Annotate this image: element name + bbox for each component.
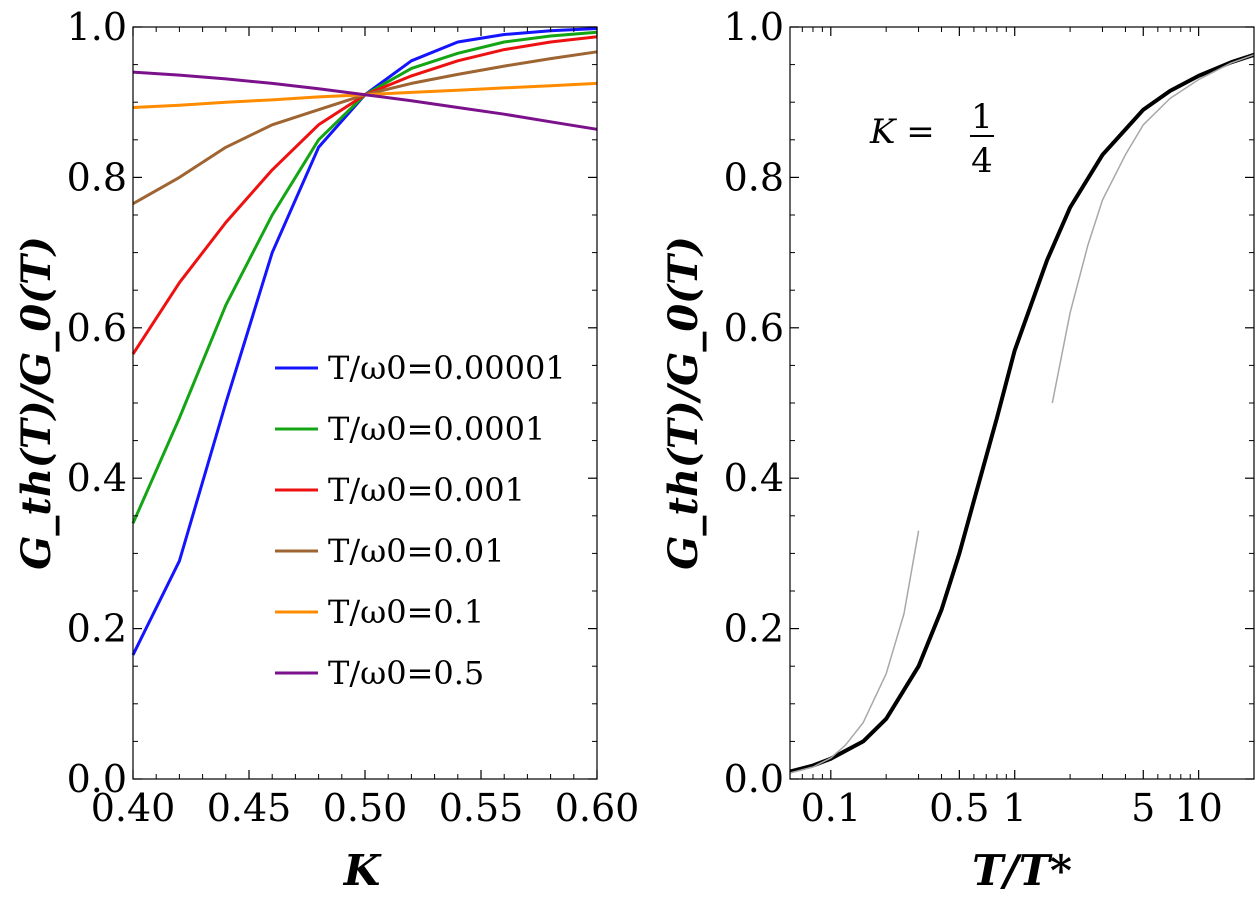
right-series-line-0 xyxy=(789,52,1255,774)
left-series-group xyxy=(131,27,598,656)
left-y-tick-label: 0.0 xyxy=(67,757,127,801)
right-y-tick-label: 0.2 xyxy=(724,607,784,651)
right-x-tick-label: 0.1 xyxy=(801,786,861,830)
right-x-tick-label: 10 xyxy=(1174,786,1222,830)
legend-label-1: T/ω0=0.0001 xyxy=(328,410,545,448)
left-x-tick-label: 0.55 xyxy=(439,786,524,830)
right-y-tick-label: 0.8 xyxy=(724,155,784,199)
left-y-axis-label: G_th(T)/G_0(T) xyxy=(13,236,60,570)
left-y-tick-label: 0.4 xyxy=(67,456,127,500)
k-annotation: K = 1 4 xyxy=(869,97,994,181)
left-x-tick-label: 0.50 xyxy=(323,786,408,830)
panel-left-chart: 0.0 0.2 0.4 0.6 0.8 1.0 0.40 0.45 0.50 0.55 0.60 K… xyxy=(13,5,639,895)
left-x-tick-label: 0.45 xyxy=(207,786,292,830)
panel-right-chart: 0.0 0.2 0.4 0.6 0.8 1.0 0.1 0.5 1 5 10 T/T* G_th(T… xyxy=(660,5,1255,895)
left-series-line-3 xyxy=(132,50,598,206)
right-y-tick-label: 0.6 xyxy=(724,306,784,350)
left-series-line-2 xyxy=(131,35,598,355)
legend-label-0: T/ω0=0.00001 xyxy=(328,349,566,387)
annotation-lhs: K = xyxy=(869,112,935,152)
left-y-tick-label: 0.2 xyxy=(67,607,127,651)
legend-label-2: T/ω0=0.001 xyxy=(328,471,525,509)
right-x-axis-label: T/T* xyxy=(972,846,1072,895)
left-x-tick-label: 0.40 xyxy=(91,786,176,830)
legend-label-4: T/ω0=0.1 xyxy=(328,593,484,631)
left-legend: T/ω0=0.00001 T/ω0=0.0001 T/ω0=0.001 T/ω0=0.… xyxy=(275,349,566,692)
right-series-group xyxy=(789,52,1255,774)
right-series-line-1 xyxy=(789,530,920,774)
left-series-line-1 xyxy=(131,30,598,524)
right-y-tick-label: 0.0 xyxy=(724,757,784,801)
left-x-axis-label: K xyxy=(343,846,382,895)
legend-label-3: T/ω0=0.01 xyxy=(328,532,505,570)
left-series-line-5 xyxy=(132,70,598,131)
right-plot-frame xyxy=(789,26,1255,780)
right-ticks-group: 0.0 0.2 0.4 0.6 0.8 1.0 0.1 0.5 1 5 10 xyxy=(724,5,1255,830)
right-x-tick-label: 0.5 xyxy=(929,786,989,830)
right-y-axis-label: G_th(T)/G_0(T) xyxy=(660,236,707,570)
left-y-tick-label: 0.6 xyxy=(67,306,127,350)
left-y-tick-label: 0.8 xyxy=(67,155,127,199)
right-y-tick-label: 1.0 xyxy=(724,5,784,49)
right-y-tick-label: 0.4 xyxy=(724,456,784,500)
left-x-tick-label: 0.60 xyxy=(555,786,640,830)
right-series-line-2 xyxy=(1051,54,1255,404)
right-x-tick-label: 5 xyxy=(1131,786,1155,830)
right-x-tick-label: 1 xyxy=(1003,786,1027,830)
annotation-denominator: 4 xyxy=(971,141,993,181)
legend-label-5: T/ω0=0.5 xyxy=(328,654,484,692)
left-y-tick-label: 1.0 xyxy=(67,5,127,49)
left-ticks-group: 0.0 0.2 0.4 0.6 0.8 1.0 0.40 0.45 0.50 0.55 0.60 xyxy=(67,5,640,830)
annotation-numerator: 1 xyxy=(971,97,993,137)
